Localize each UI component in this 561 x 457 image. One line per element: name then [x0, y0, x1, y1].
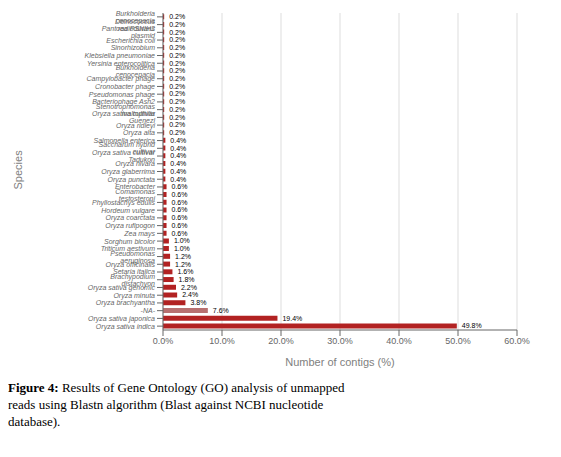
svg-text:0.4%: 0.4% [170, 145, 186, 152]
svg-text:2.2%: 2.2% [181, 284, 197, 291]
svg-text:0.2%: 0.2% [169, 44, 185, 51]
svg-text:0.2%: 0.2% [169, 67, 185, 74]
svg-text:0.2%: 0.2% [169, 121, 185, 128]
svg-text:60.0%: 60.0% [504, 336, 530, 346]
svg-text:0.4%: 0.4% [170, 137, 186, 144]
svg-text:Oryza sativa indica: Oryza sativa indica [96, 323, 155, 331]
svg-text:Burkholderiacenocepacia: Burkholderiacenocepacia [116, 10, 155, 25]
svg-text:Species: Species [12, 150, 24, 190]
svg-text:0.6%: 0.6% [172, 206, 188, 213]
svg-text:0.2%: 0.2% [169, 75, 185, 82]
svg-text:3.8%: 3.8% [190, 299, 206, 306]
svg-text:0.2%: 0.2% [169, 60, 185, 67]
svg-text:0.4%: 0.4% [170, 152, 186, 159]
svg-text:0.2%: 0.2% [169, 13, 185, 20]
svg-text:0.2%: 0.2% [169, 129, 185, 136]
svg-text:0.2%: 0.2% [169, 114, 185, 121]
svg-text:20.0%: 20.0% [268, 336, 294, 346]
svg-text:0.6%: 0.6% [172, 183, 188, 190]
svg-text:1.2%: 1.2% [175, 253, 191, 260]
svg-text:1.2%: 1.2% [175, 261, 191, 268]
svg-text:0.6%: 0.6% [172, 230, 188, 237]
svg-text:0.0%: 0.0% [153, 336, 174, 346]
svg-text:0.4%: 0.4% [170, 168, 186, 175]
svg-text:0.2%: 0.2% [169, 98, 185, 105]
svg-text:1.0%: 1.0% [174, 237, 190, 244]
svg-text:0.4%: 0.4% [170, 160, 186, 167]
svg-text:0.2%: 0.2% [169, 29, 185, 36]
svg-text:-NA-: -NA- [141, 307, 156, 314]
svg-text:10.0%: 10.0% [209, 336, 235, 346]
svg-text:19.4%: 19.4% [282, 315, 302, 322]
svg-text:0.6%: 0.6% [172, 191, 188, 198]
svg-text:49.8%: 49.8% [462, 322, 482, 329]
svg-text:2.4%: 2.4% [182, 291, 198, 298]
svg-text:0.2%: 0.2% [169, 90, 185, 97]
svg-text:0.6%: 0.6% [172, 214, 188, 221]
svg-text:0.2%: 0.2% [169, 106, 185, 113]
svg-text:40.0%: 40.0% [386, 336, 412, 346]
svg-text:1.8%: 1.8% [179, 276, 195, 283]
svg-text:0.2%: 0.2% [169, 21, 185, 28]
svg-text:0.2%: 0.2% [169, 83, 185, 90]
svg-text:0.6%: 0.6% [172, 222, 188, 229]
svg-text:50.0%: 50.0% [445, 336, 471, 346]
svg-text:0.4%: 0.4% [170, 176, 186, 183]
svg-text:0.6%: 0.6% [172, 199, 188, 206]
svg-text:0.2%: 0.2% [169, 36, 185, 43]
svg-text:Sinorhizobium: Sinorhizobium [111, 44, 156, 51]
svg-text:Number of contigs (%): Number of contigs (%) [285, 356, 394, 368]
svg-text:Escherichia coli: Escherichia coli [106, 37, 155, 44]
svg-text:7.6%: 7.6% [213, 307, 229, 314]
svg-text:1.0%: 1.0% [174, 245, 190, 252]
svg-text:1.6%: 1.6% [177, 268, 193, 275]
svg-text:0.2%: 0.2% [169, 52, 185, 59]
svg-text:30.0%: 30.0% [327, 336, 353, 346]
